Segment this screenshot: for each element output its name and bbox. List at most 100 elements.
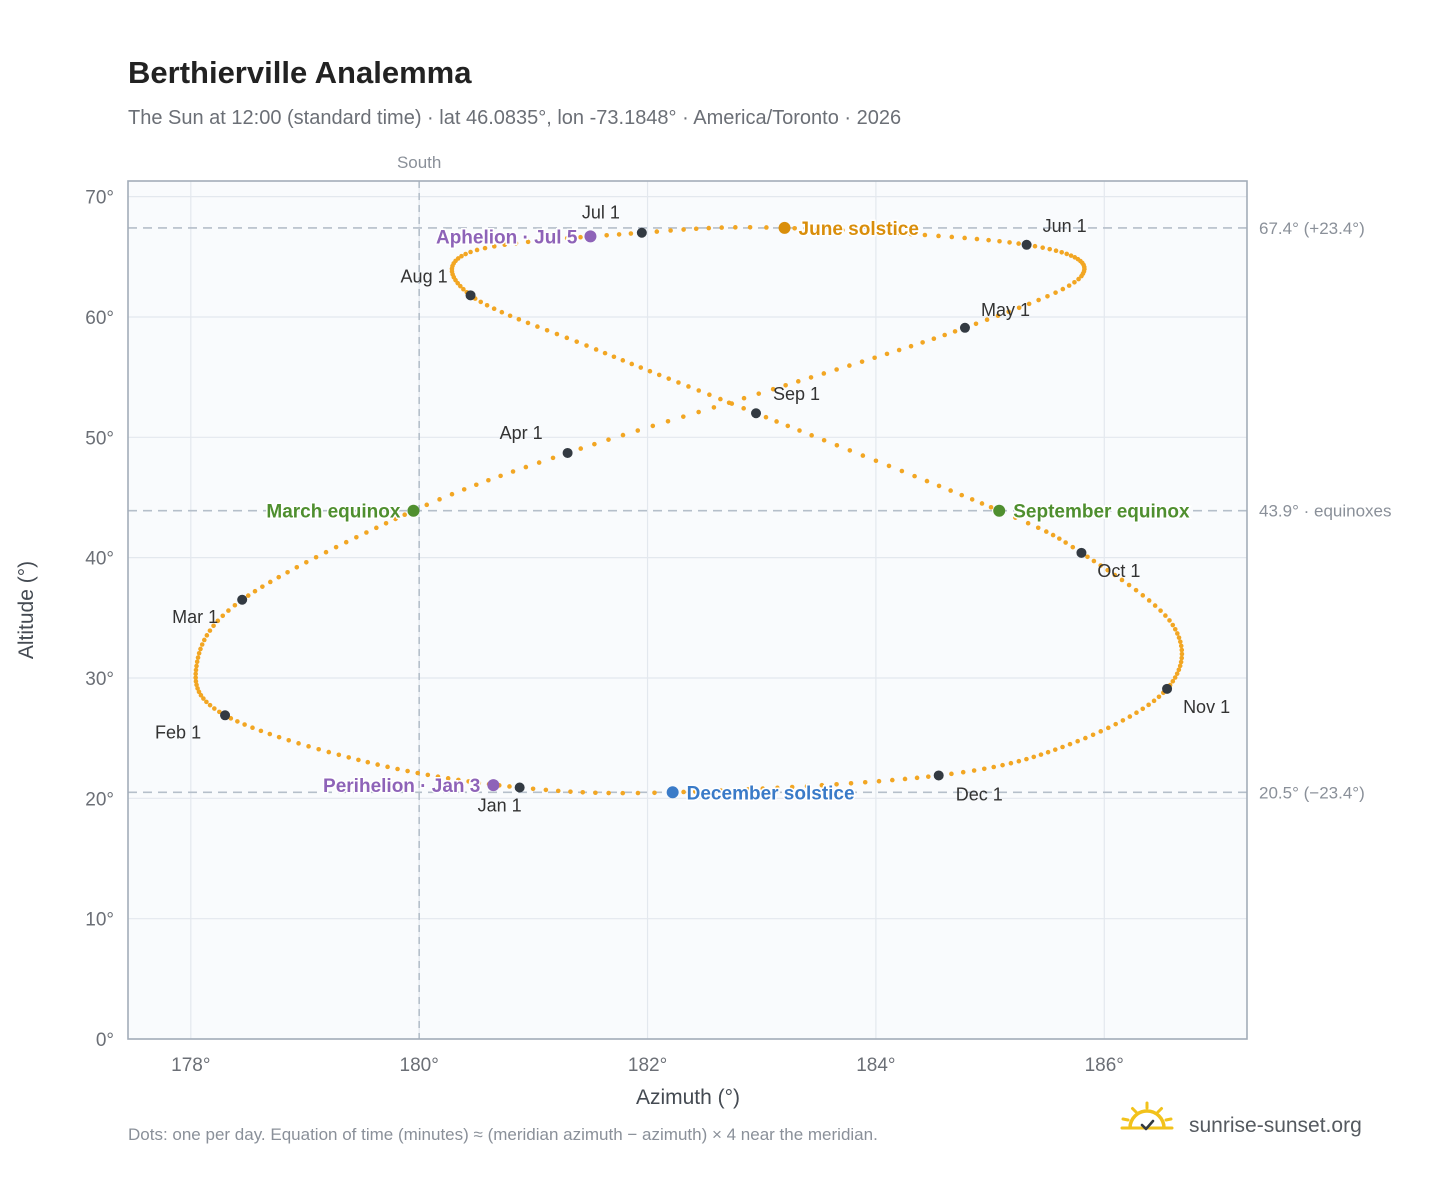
daily-dot <box>1170 679 1176 684</box>
daily-dot <box>356 757 361 763</box>
daily-dot <box>580 789 586 795</box>
daily-dot <box>326 749 332 755</box>
daily-dot <box>1176 635 1182 640</box>
daily-dot <box>592 441 597 447</box>
daily-dot <box>482 245 488 251</box>
daily-dot <box>920 340 925 345</box>
daily-dot <box>912 473 917 479</box>
daily-dot <box>628 231 634 236</box>
daily-dot <box>862 779 868 785</box>
daily-dot <box>478 299 484 305</box>
daily-dot <box>491 306 497 312</box>
daily-dot <box>499 309 505 315</box>
daily-dot <box>217 709 222 715</box>
daily-dot <box>568 789 573 794</box>
daily-dot <box>201 637 207 643</box>
daily-dot <box>785 423 791 429</box>
daily-dot <box>555 788 561 794</box>
daily-dot <box>783 382 788 388</box>
daily-dot <box>705 788 711 794</box>
daily-dot <box>1044 529 1049 534</box>
daily-dot <box>997 238 1002 244</box>
daily-dot <box>707 392 712 398</box>
daily-dot <box>449 491 455 497</box>
daily-dot <box>193 675 198 680</box>
daily-dot <box>1060 744 1065 750</box>
daily-dot <box>1067 741 1073 747</box>
daily-dot <box>1085 554 1090 560</box>
daily-dot <box>393 516 398 522</box>
daily-dot <box>252 588 258 594</box>
daily-dot <box>821 371 827 376</box>
daily-dot <box>1045 749 1051 755</box>
y-tick-label-40: 40° <box>85 549 114 570</box>
daily-dot <box>819 782 825 788</box>
daily-dot <box>1038 752 1044 757</box>
daily-dot <box>1120 718 1126 723</box>
daily-dot <box>1113 721 1118 727</box>
event-label-march-equinox: March equinox <box>266 502 401 523</box>
daily-dot <box>258 728 264 734</box>
daily-dot <box>194 659 200 665</box>
daily-dot <box>834 367 839 372</box>
daily-dot <box>538 238 544 243</box>
daily-dot <box>507 313 513 319</box>
daily-dot <box>656 372 662 378</box>
daily-dot <box>797 428 802 433</box>
daily-dot <box>193 679 199 684</box>
daily-dot <box>195 655 201 660</box>
daily-dot <box>245 593 251 598</box>
daily-dot <box>718 396 723 402</box>
reference-lines: South 67.4° (+23.4°) 43.9° · equinoxes 20.5… <box>128 153 1392 1039</box>
daily-dot <box>313 554 319 560</box>
brand-logo[interactable]: sunrise-sunset.org <box>1120 1101 1362 1137</box>
daily-dot <box>523 464 529 470</box>
daily-dot <box>1127 714 1133 719</box>
daily-dot <box>1075 738 1080 744</box>
daily-dot <box>1140 706 1146 712</box>
daily-dot <box>886 463 892 469</box>
daily-dot <box>1105 725 1111 731</box>
daily-dot <box>1146 598 1152 603</box>
daily-dot <box>668 228 673 233</box>
daily-dot <box>995 313 1001 319</box>
analemma-path <box>193 224 1185 796</box>
month-label-feb-1: Feb 1 <box>155 722 201 742</box>
daily-dot <box>853 228 859 234</box>
daily-dot <box>424 502 430 508</box>
daily-dot <box>365 759 371 765</box>
daily-dot <box>860 453 866 458</box>
daily-dot <box>848 780 854 786</box>
month-label-dec-1: Dec 1 <box>956 784 1003 804</box>
daily-dot <box>195 686 200 691</box>
daily-dot <box>593 347 599 352</box>
daily-dot <box>296 741 301 746</box>
daily-dot <box>880 230 886 235</box>
daily-dot <box>1151 698 1157 704</box>
daily-dot <box>616 232 622 237</box>
month-label-aug-1: Aug 1 <box>401 266 448 286</box>
daily-dot <box>1179 647 1185 653</box>
daily-dot <box>795 379 801 384</box>
daily-dot <box>196 651 202 656</box>
footnote: Dots: one per day. Equation of time (min… <box>128 1125 878 1144</box>
event-label-aphelion-jul-5: Aphelion · Jul 5 <box>436 227 578 248</box>
daily-dot <box>461 286 466 292</box>
daily-dot <box>1068 253 1074 258</box>
daily-dot <box>821 437 827 443</box>
daily-dot <box>986 237 991 243</box>
month-marker-jul-1 <box>636 227 647 238</box>
daily-dot <box>425 772 431 778</box>
daily-dot <box>747 224 753 230</box>
event-marker-june-solstice <box>778 221 791 234</box>
daily-dot <box>1059 249 1064 255</box>
daily-dot <box>437 497 442 502</box>
month-marker-aug-1 <box>465 290 476 301</box>
daily-dot <box>847 448 853 453</box>
y-tick-label-20: 20° <box>85 789 114 810</box>
daily-dot <box>235 719 240 724</box>
event-label-december-solstice: December solstice <box>687 783 855 804</box>
daily-dot <box>746 787 751 792</box>
daily-dot <box>364 530 369 535</box>
